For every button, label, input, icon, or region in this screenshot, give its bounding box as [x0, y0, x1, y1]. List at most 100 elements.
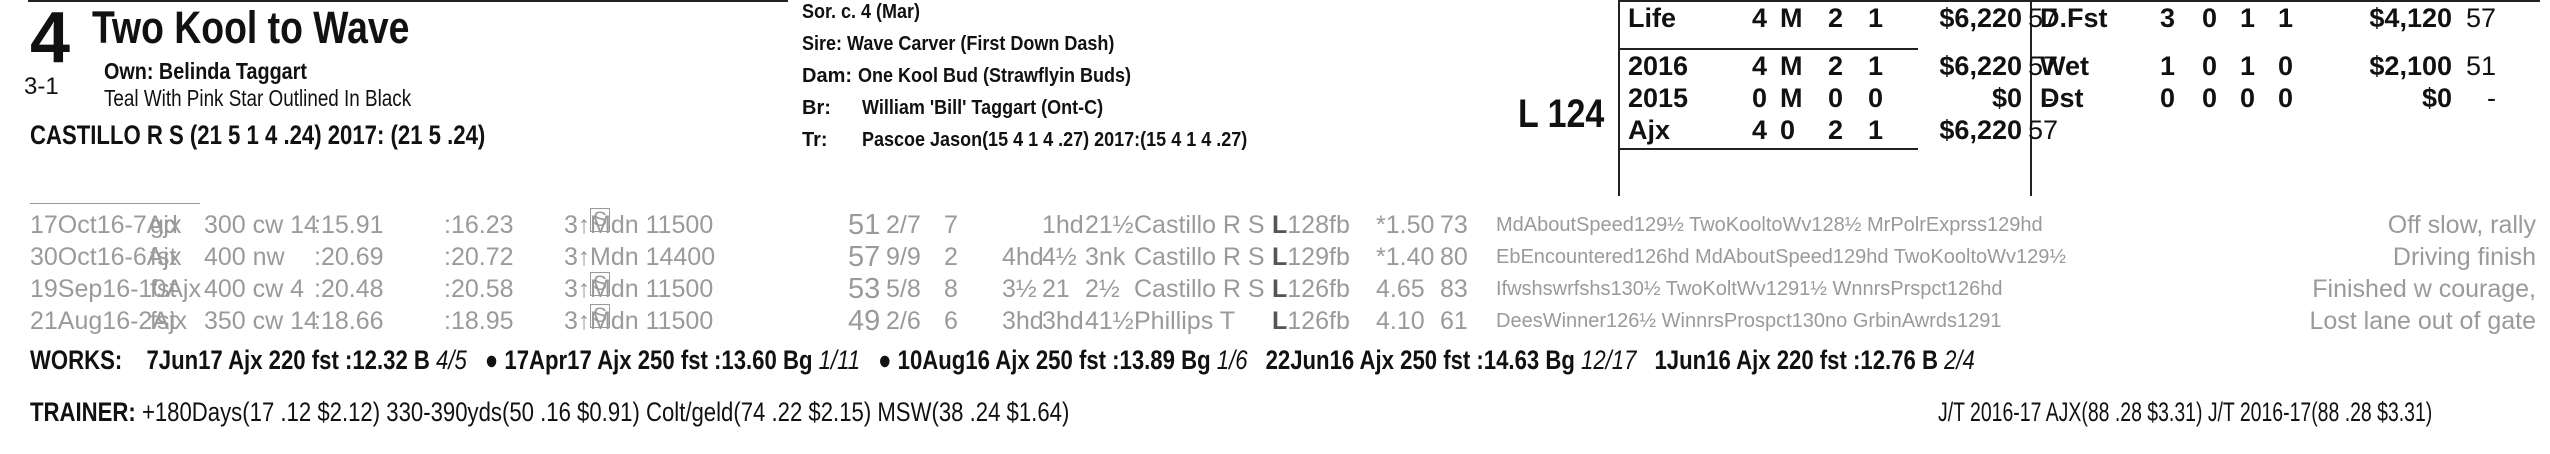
pp-date: 30Oct16-6Ajx — [30, 243, 182, 271]
record-mid-border — [2030, 0, 2032, 196]
owner: Own: Belinda Taggart — [104, 58, 307, 84]
record-w: 0 — [2202, 51, 2218, 81]
pp-start: 6 — [944, 307, 958, 335]
record-sr: 57 — [2028, 3, 2059, 33]
record-st: 4 — [1752, 115, 1768, 145]
pp-c2: 3hd — [1042, 307, 1084, 335]
record-earn: $2,100 — [2369, 51, 2452, 81]
record-sr: 57 — [2466, 3, 2497, 33]
record-s: 1 — [1868, 115, 1884, 145]
pp-wt: L126fb — [1272, 275, 1350, 303]
pp-comment: Lost lane out of gate — [2309, 307, 2536, 335]
pp-top-rule — [30, 203, 200, 204]
work-rank: 12/17 — [1581, 345, 1637, 375]
pp-c1: 3hd — [1002, 307, 1044, 335]
pp-cond: fst — [150, 275, 177, 303]
pp-spd: 57 — [848, 241, 881, 273]
pp-medication-l: L — [1272, 307, 1288, 335]
trainer-name: Pascoe Jason(15 4 1 4 .27) 2017:(15 4 1 … — [862, 129, 1248, 151]
trainer-stats-line: TRAINER: +180Days(17 .12 $2.12) 330-390y… — [30, 396, 1297, 428]
pp-medication-l: L — [1272, 243, 1288, 271]
record-sr: - — [2487, 83, 2496, 113]
record-st: 3 — [2160, 3, 2176, 33]
pp-dist: 400 nw — [204, 243, 285, 271]
pp-comment: Driving finish — [2392, 243, 2536, 271]
record-s: 1 — [1868, 51, 1884, 81]
record-p: 0 — [2240, 83, 2256, 113]
record-life-divider — [1618, 48, 1918, 50]
pp-race: S Mdn 11500 — [590, 208, 714, 239]
record-earn: $0 — [2421, 83, 2452, 113]
record-s: 0 — [2278, 83, 2294, 113]
work-rank: 4/5 — [436, 345, 467, 375]
pp-odds: *1.50 — [1376, 211, 1435, 239]
record-ajx-divider — [1618, 148, 1918, 150]
pp-sr: 83 — [1440, 275, 1468, 303]
pp-wt: L126fb — [1272, 307, 1350, 335]
pp-age: 3↑ — [564, 211, 591, 239]
pp-c1: 3½ — [1002, 275, 1037, 303]
work-rank: 1/6 — [1216, 345, 1248, 375]
record-st: 0 — [2160, 83, 2176, 113]
pp-comment: Off slow, rally — [2387, 211, 2536, 239]
record-earn: $6,220 — [1939, 3, 2022, 33]
record-s: 0 — [2278, 51, 2294, 81]
pp-spd: 49 — [848, 305, 881, 337]
record-st: 0 — [1752, 83, 1768, 113]
pp-age: 3↑ — [564, 307, 591, 335]
pp-pp: 9/9 — [886, 243, 921, 271]
record-p: 1 — [2240, 3, 2256, 33]
pp-row: 30Oct16-6Ajx fst 400 nw:20.69:20.72 3↑ Mdn 1… — [30, 240, 2536, 274]
breeder: Br: William 'Bill' Taggart (Ont-C) — [802, 96, 1130, 120]
record-s: 1 — [2278, 3, 2294, 33]
pp-jockey: Castillo R S — [1134, 275, 1265, 303]
record-label: Life — [1628, 3, 1677, 33]
weight-assignment: L 124 — [1518, 92, 1605, 136]
trainer-stats-label: TRAINER: — [30, 397, 136, 427]
pp-t2: :20.72 — [444, 243, 514, 271]
pp-spd: 51 — [848, 209, 881, 241]
pp-date: 17Oct16-7Ajx — [30, 211, 182, 239]
state-bred-icon: S — [590, 208, 611, 232]
pp-odds: 4.65 — [1376, 275, 1425, 303]
record-w: 0 — [2202, 83, 2218, 113]
pp-wt: L129fb — [1272, 243, 1350, 271]
horse-name: Two Kool to Wave — [92, 2, 410, 53]
breeder-name: William 'Bill' Taggart (Ont-C) — [862, 97, 1104, 119]
pp-row: 19Sep16-10Ajx fst 400 cw 4:20.48:20.58 3↑ S M… — [30, 272, 2536, 306]
pp-t2: :20.58 — [444, 275, 514, 303]
pp-row: 17Oct16-7Ajx gd 300 cw 14:15.91:16.23 3↑ S Md… — [30, 208, 2536, 242]
pp-t2: :18.95 — [444, 307, 514, 335]
pp-dist: 300 cw 14 — [204, 211, 318, 239]
pp-cond: fst — [150, 243, 177, 271]
record-row: Ajx 4 0 2 1 $6,220 57 — [1628, 112, 2128, 148]
pp-fin: 2½ — [1085, 275, 1120, 303]
record-row: 2015 0 M 0 0 $0- — [1628, 80, 2128, 116]
record-w: M — [1780, 83, 1803, 113]
record-row: Life 4 M 2 1 $6,220 57 — [1628, 0, 2128, 36]
pp-c1: 4hd — [1002, 243, 1044, 271]
pp-odds: *1.40 — [1376, 243, 1435, 271]
record-st: 4 — [1752, 51, 1768, 81]
breeder-label: Br: — [802, 97, 831, 119]
header-rule — [28, 0, 788, 2]
work-entry: 22Jun16 Ajx 250 fst :14.63 Bg 12/17 — [1265, 345, 1637, 375]
record-earn: $0 — [1991, 83, 2022, 113]
record-st: 1 — [2160, 51, 2176, 81]
pp-dist: 350 cw 14 — [204, 307, 318, 335]
record-label: Ajx — [1628, 115, 1671, 145]
pp-c2: 21 — [1042, 275, 1070, 303]
pp-race: Mdn 14400 — [590, 243, 716, 271]
dam-name: One Kool Bud (Strawflyin Buds) — [857, 65, 1131, 87]
work-entry: 7Jun17 Ajx 220 fst :12.32 B 4/5 — [146, 345, 467, 375]
record-w: 0 — [1780, 115, 1796, 145]
pp-fin: 21½ — [1085, 211, 1134, 239]
pp-fin: 3nk — [1085, 243, 1126, 271]
bullet-icon: ● — [878, 345, 898, 375]
dam-label: Dam: — [802, 65, 853, 87]
pp-dist: 400 cw 4 — [204, 275, 305, 303]
pp-jockey: Castillo R S — [1134, 243, 1265, 271]
record-earn: $6,220 — [1939, 115, 2022, 145]
pp-sr: 73 — [1440, 211, 1468, 239]
pp-sr: 61 — [1440, 307, 1468, 335]
